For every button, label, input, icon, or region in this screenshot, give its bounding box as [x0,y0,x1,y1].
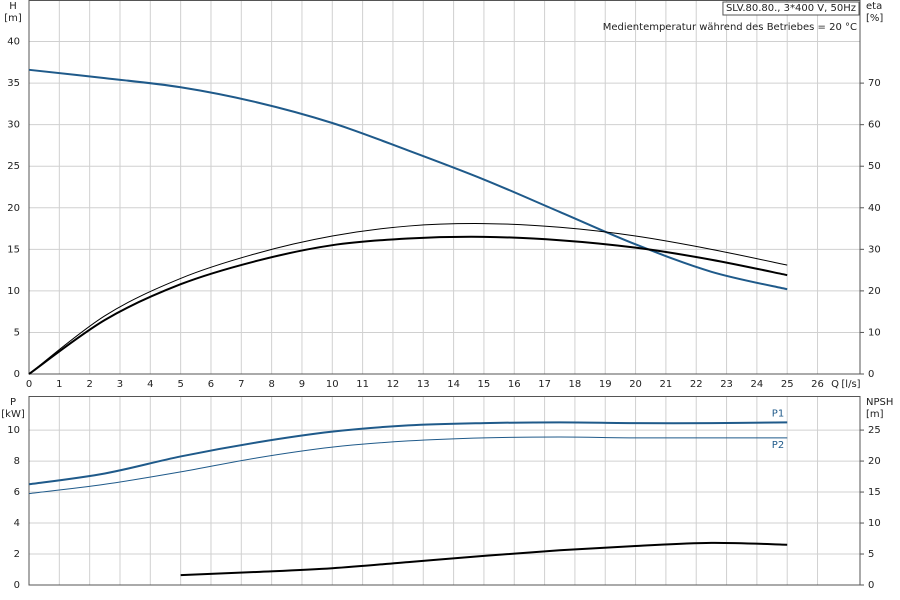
x-tick-label: 14 [447,379,460,390]
y-axis-unit: [kW] [1,409,25,420]
curve [28,223,788,375]
y2-tick-label: 15 [868,487,881,498]
x-tick-label: 20 [629,379,642,390]
x-tick-label: 23 [720,379,733,390]
x-tick-label: 13 [417,379,430,390]
y2-tick-label: 0 [868,369,874,380]
y2-axis-label: eta [866,1,882,12]
x-tick-label: 10 [326,379,339,390]
y2-tick-label: 70 [868,78,881,89]
x-tick-label: 1 [56,379,62,390]
x-tick-label: 17 [538,379,551,390]
y-tick-label: 25 [7,161,20,172]
x-tick-label: 6 [208,379,214,390]
x-tick-label: 15 [478,379,491,390]
y-tick-label: 2 [14,549,20,560]
y-axis-label: H [9,1,17,12]
x-tick-label: 2 [86,379,92,390]
x-tick-label: 11 [356,379,369,390]
title-box [722,1,860,16]
y-tick-label: 10 [7,286,20,297]
x-tick-label: 12 [387,379,400,390]
y-tick-label: 0 [14,580,20,591]
x-tick-label: 25 [781,379,794,390]
y2-tick-label: 0 [868,580,874,591]
y2-tick-label: 10 [868,327,881,338]
y-tick-label: 20 [7,203,20,214]
y2-tick-label: 50 [868,161,881,172]
y-tick-label: 5 [14,327,20,338]
series-label: P1 [772,408,784,419]
y-tick-label: 40 [7,37,20,48]
x-tick-label: 21 [660,379,673,390]
y-tick-label: 0 [14,369,20,380]
series-label: P2 [772,440,784,451]
x-tick-label: 3 [117,379,123,390]
y-axis-label: P [10,397,16,408]
x-tick-label: 24 [751,379,764,390]
y2-tick-label: 25 [868,425,881,436]
y2-axis-label: NPSH [866,397,893,408]
curve [28,68,788,291]
plot-frame [28,0,861,375]
curve [28,421,788,486]
x-tick-label: 16 [508,379,521,390]
x-tick-label: 5 [177,379,183,390]
x-tick-label: 7 [238,379,244,390]
curve [28,436,788,495]
y2-tick-label: 30 [868,244,881,255]
y2-tick-label: 20 [868,286,881,297]
y-tick-label: 8 [14,456,20,467]
y-tick-label: 6 [14,487,20,498]
y-tick-label: 10 [7,425,20,436]
y2-tick-label: 20 [868,456,881,467]
x-tick-label: 8 [268,379,274,390]
chart-title: SLV.80.80., 3*400 V, 50Hz [726,3,856,14]
y-axis-unit: [m] [4,13,22,24]
y-tick-label: 4 [14,518,20,529]
curve [28,235,788,375]
x-tick-label: 22 [690,379,703,390]
y2-tick-label: 5 [868,549,874,560]
x-tick-label: 9 [299,379,305,390]
x-tick-label: 4 [147,379,153,390]
x-axis-label: Q [831,379,839,390]
x-axis-unit: [l/s] [841,379,860,390]
y2-tick-label: 10 [868,518,881,529]
y-tick-label: 35 [7,78,20,89]
x-tick-label: 18 [569,379,582,390]
y-tick-label: 30 [7,120,20,131]
plot-frame [28,396,861,586]
y2-tick-label: 40 [868,203,881,214]
x-tick-label: 0 [26,379,32,390]
x-tick-label: 26 [811,379,824,390]
chart-subtitle: Medientemperatur während des Betriebes =… [603,22,857,33]
y2-axis-unit: [m] [866,409,884,420]
curve [180,541,788,577]
y2-axis-unit: [%] [866,13,883,24]
y2-tick-label: 60 [868,120,881,131]
y-tick-label: 15 [7,244,20,255]
x-tick-label: 19 [599,379,612,390]
